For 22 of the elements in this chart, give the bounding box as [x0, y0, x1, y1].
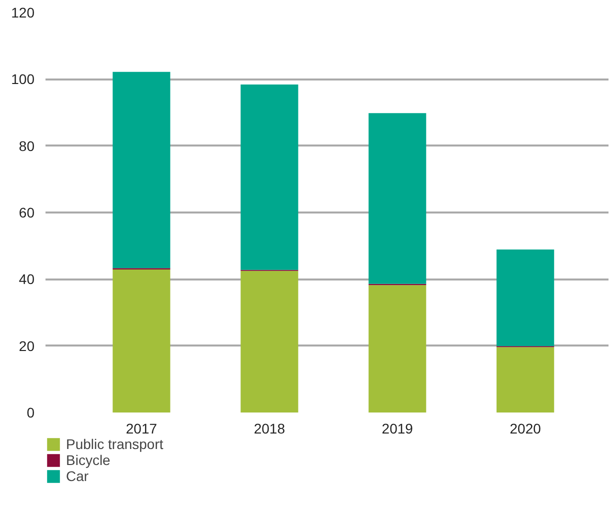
- y-tick-label: 60: [18, 204, 35, 220]
- legend-label: Public transport: [66, 436, 164, 452]
- bar: [496, 347, 554, 412]
- legend-label: Car: [66, 468, 89, 484]
- y-tick-label: 80: [18, 138, 35, 154]
- bar: [368, 285, 426, 412]
- y-tick-label: 0: [26, 404, 35, 420]
- x-tick-label: 2018: [254, 420, 286, 436]
- bar: [112, 72, 170, 268]
- x-tick-label: 2020: [510, 420, 542, 436]
- bar: [496, 250, 554, 346]
- bar: [240, 270, 298, 412]
- bar: [368, 113, 426, 284]
- y-tick-label: 120: [11, 4, 35, 20]
- x-tick-label: 2017: [126, 420, 158, 436]
- y-tick-label: 20: [18, 338, 35, 354]
- bar: [240, 84, 298, 270]
- legend-label: Bicycle: [66, 452, 110, 468]
- y-tick-label: 40: [18, 271, 35, 288]
- bar: [112, 270, 170, 412]
- y-tick-label: 100: [11, 71, 35, 88]
- x-tick-label: 2019: [382, 420, 414, 436]
